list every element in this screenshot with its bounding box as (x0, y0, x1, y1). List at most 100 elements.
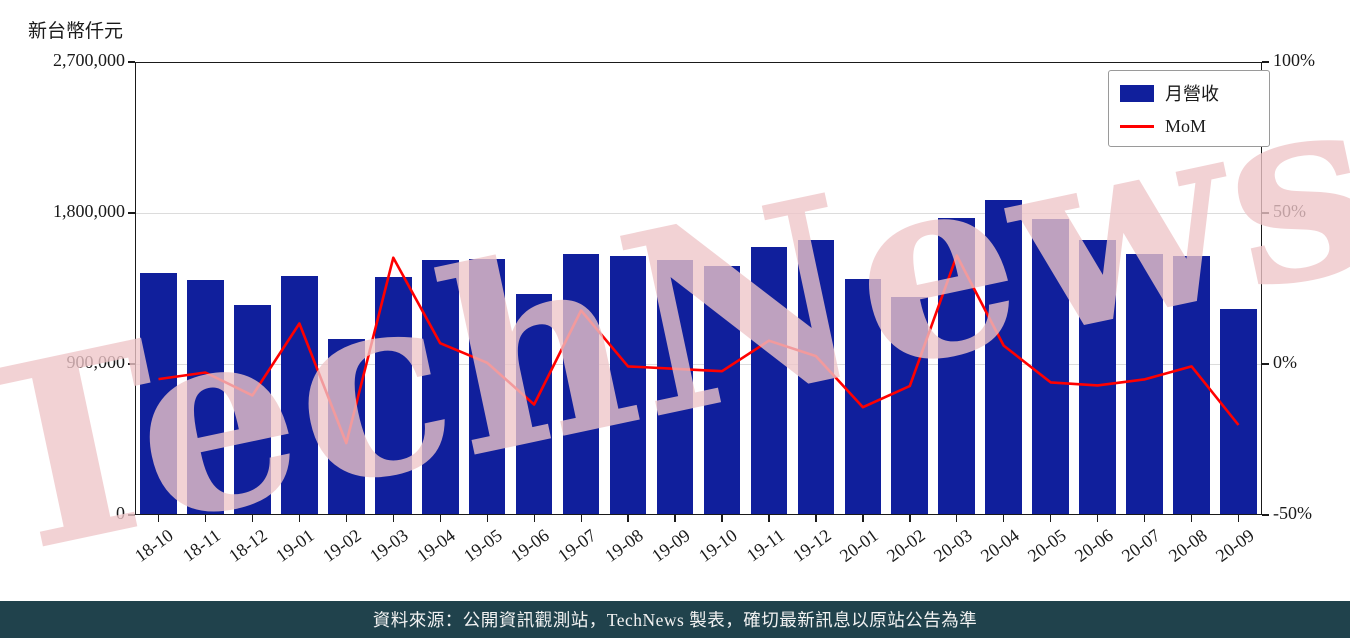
legend-entry-revenue: 月營收 (1120, 80, 1258, 106)
x-tick-label: 19-03 (366, 525, 413, 566)
x-tick-label: 19-12 (788, 525, 835, 566)
x-tick-mark (157, 515, 160, 522)
x-tick-label: 20-02 (882, 525, 929, 566)
x-tick-mark (909, 515, 911, 522)
bar-19-07 (562, 254, 600, 515)
x-tick-mark (674, 515, 676, 522)
x-tick-mark (627, 515, 629, 522)
left-tick-label: 2,700,000 (53, 50, 125, 70)
x-tick-mark (1097, 515, 1099, 522)
x-tick-mark (392, 515, 394, 522)
x-tick-mark (1190, 515, 1193, 522)
left-tick-mark (128, 212, 135, 214)
gridline (135, 212, 1262, 214)
legend-line-swatch (1120, 125, 1154, 128)
legend-bar-swatch (1120, 84, 1154, 102)
x-tick-label: 19-09 (648, 525, 694, 566)
bar-19-10 (703, 266, 741, 515)
x-tick-label: 18-11 (179, 525, 225, 566)
x-tick-label: 19-10 (694, 525, 741, 566)
x-tick-label: 19-11 (742, 525, 788, 566)
x-tick-label: 19-05 (460, 525, 506, 566)
bar-18-11 (187, 280, 224, 515)
left-tick-label: 1,800,000 (53, 201, 125, 221)
x-tick-mark (1144, 515, 1146, 522)
x-tick-label: 20-09 (1211, 525, 1258, 566)
gridline (135, 363, 1262, 365)
right-tick-mark (1262, 61, 1269, 63)
bar-19-08 (609, 256, 647, 515)
x-tick-label: 19-04 (413, 525, 459, 566)
legend: 月營收 MoM (1108, 70, 1270, 147)
bar-20-06 (1079, 240, 1116, 515)
right-tick-label: 50% (1273, 201, 1306, 221)
bars-layer (135, 62, 1262, 515)
x-tick-mark (1237, 515, 1240, 522)
left-tick-label: 900,000 (66, 352, 126, 372)
x-tick-label: 18-12 (225, 525, 272, 566)
left-axis-title: 新台幣仟元 (28, 21, 124, 42)
x-tick-label: 18-10 (131, 525, 178, 566)
bar-20-03 (938, 218, 976, 515)
plot-area (135, 61, 1262, 515)
x-tick-mark (251, 515, 254, 522)
bar-19-02 (327, 338, 365, 515)
x-tick-mark (486, 515, 488, 522)
source-footer: 資料來源：公開資訊觀測站，TechNews 製表，確切最新訊息以原站公告為準 (0, 601, 1350, 638)
source-footer-text: 資料來源：公開資訊觀測站，TechNews 製表，確切最新訊息以原站公告為準 (372, 610, 978, 630)
x-tick-label: 20-04 (976, 525, 1023, 566)
legend-entry-mom: MoM (1120, 116, 1258, 137)
x-tick-label: 19-08 (601, 525, 647, 566)
bar-20-04 (985, 199, 1023, 515)
bar-20-08 (1173, 256, 1210, 515)
x-tick-label: 19-02 (319, 525, 366, 566)
x-tick-label: 20-01 (835, 525, 882, 566)
x-tick-mark (721, 515, 723, 522)
x-tick-label: 20-08 (1164, 525, 1211, 566)
x-tick-mark (956, 515, 958, 522)
left-tick-mark (128, 514, 135, 516)
bar-19-11 (750, 247, 788, 515)
left-tick-mark (128, 61, 135, 63)
x-tick-mark (815, 515, 817, 522)
x-tick-mark (768, 515, 770, 522)
bar-19-03 (374, 276, 412, 515)
right-tick-mark (1262, 514, 1269, 516)
x-tick-mark (580, 515, 582, 522)
bar-19-05 (468, 259, 506, 515)
x-tick-label: 19-06 (507, 525, 553, 566)
legend-label-mom: MoM (1165, 116, 1207, 136)
bar-18-10 (140, 273, 177, 515)
x-tick-mark (1003, 515, 1005, 522)
bar-19-04 (421, 260, 459, 515)
x-tick-label: 20-05 (1023, 525, 1070, 566)
bar-19-01 (281, 276, 318, 515)
right-tick-label: 100% (1273, 50, 1315, 70)
x-tick-label: 19-01 (272, 525, 319, 566)
x-tick-label: 19-07 (554, 525, 600, 566)
x-tick-mark (298, 515, 301, 522)
legend-label-revenue: 月營收 (1165, 84, 1219, 104)
x-tick-mark (345, 515, 347, 522)
right-tick-label: 0% (1273, 352, 1297, 372)
left-tick-mark (128, 363, 135, 365)
x-tick-label: 20-07 (1117, 525, 1164, 566)
bar-20-02 (891, 296, 929, 515)
x-tick-mark (204, 515, 207, 522)
x-tick-mark (862, 515, 864, 522)
x-tick-label: 20-03 (929, 525, 976, 566)
x-tick-mark (533, 515, 535, 522)
x-tick-mark (439, 515, 441, 522)
right-tick-label: -50% (1273, 503, 1312, 523)
bar-18-12 (234, 304, 271, 515)
left-tick-label: 0 (116, 503, 125, 523)
mom-line (158, 254, 1240, 445)
right-tick-mark (1262, 212, 1269, 214)
right-tick-mark (1262, 363, 1269, 365)
bar-20-05 (1032, 219, 1069, 515)
x-tick-label: 20-06 (1070, 525, 1117, 566)
bar-20-01 (844, 279, 882, 515)
bar-19-12 (797, 240, 835, 515)
x-tick-mark (1050, 515, 1052, 522)
